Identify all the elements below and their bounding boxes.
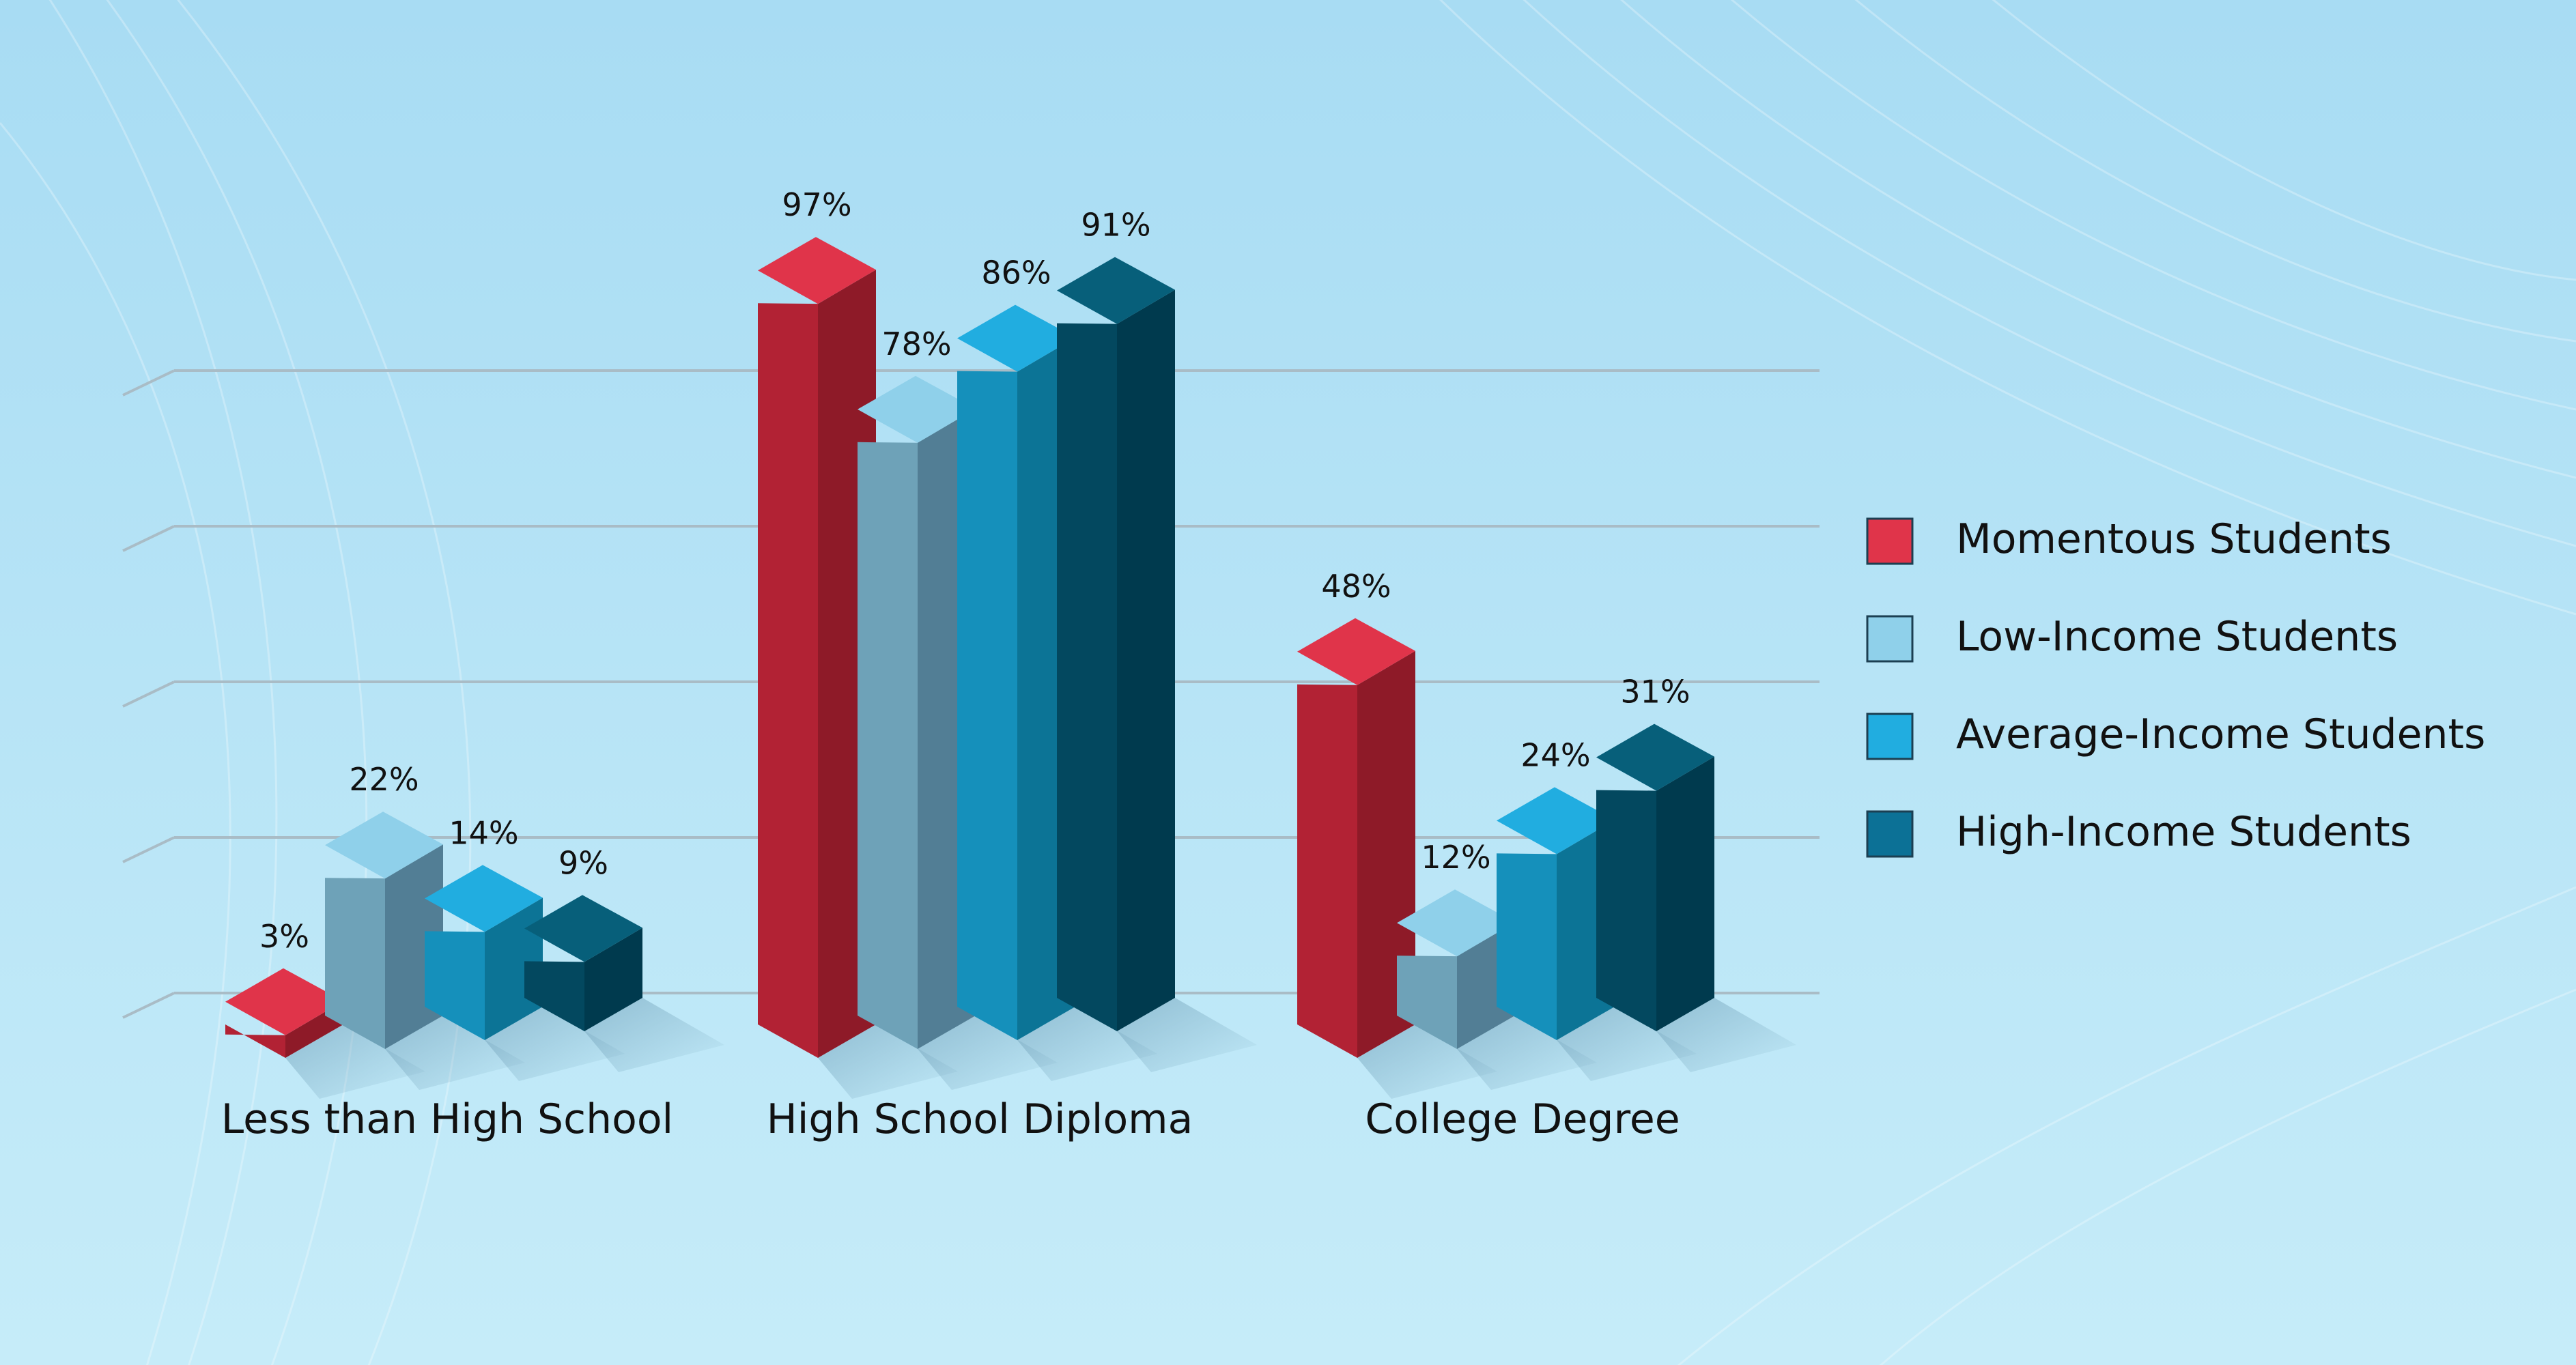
value-label: 24% <box>1520 736 1590 773</box>
bars <box>225 237 1714 1059</box>
bar-top-face <box>425 865 543 932</box>
legend-swatch <box>1866 713 1914 760</box>
gridline-perspective <box>122 836 175 863</box>
value-label: 91% <box>1081 207 1150 244</box>
value-label: 78% <box>881 326 951 362</box>
category-label: Less than High School <box>221 1095 673 1143</box>
legend-label: Average-Income Students <box>1956 710 2485 758</box>
legend-swatch <box>1866 615 1914 663</box>
value-label: 12% <box>1421 839 1490 876</box>
bar-top-face <box>1497 787 1615 854</box>
legend: Momentous Students Low-Income Students Ave… <box>1866 515 2485 858</box>
bar-front-face <box>1596 790 1656 1031</box>
value-labels: 3% 22% 14% 9% 97% 78% 86% 91% 48% 12% 24% 31% <box>259 186 1690 955</box>
bar-top-face <box>1057 257 1175 324</box>
bar-college-degree-high-income-students <box>1596 723 1714 1031</box>
bar-shadow <box>1117 998 1257 1072</box>
bar-shadow <box>1557 1007 1697 1081</box>
bar-shadows <box>285 998 1796 1099</box>
legend-label: Momentous Students <box>1956 515 2392 563</box>
category-label: College Degree <box>1365 1095 1680 1143</box>
bar-front-face <box>1297 684 1357 1058</box>
category-labels: Less than High School High School Diploma… <box>221 1095 1680 1143</box>
category-label: High School Diploma <box>767 1095 1193 1143</box>
bar-shadow <box>1017 1007 1157 1081</box>
gridline-perspective <box>122 992 175 1019</box>
bar-high-school-diploma-high-income-students <box>1057 257 1175 1032</box>
legend-label: High-Income Students <box>1956 808 2411 856</box>
bar-front-face <box>225 1024 285 1058</box>
legend-item-average-income-students: Average-Income Students <box>1866 710 2485 760</box>
bar-shadow <box>385 1016 525 1090</box>
bar-shadow <box>1656 998 1796 1072</box>
bar-side-face <box>1117 289 1175 1032</box>
bar-side-face <box>584 928 642 1031</box>
bar-shadow <box>1357 1024 1497 1099</box>
value-label: 97% <box>782 186 851 223</box>
bar-front-face <box>1397 956 1457 1049</box>
bar-front-face <box>858 442 918 1049</box>
bar-less-than-high-school-low-income-students <box>325 811 443 1049</box>
bar-shadow <box>818 1024 958 1099</box>
value-label: 3% <box>259 918 309 955</box>
legend-label: Low-Income Students <box>1956 613 2398 661</box>
bar-top-face <box>225 968 343 1035</box>
bar-shadow <box>584 998 724 1072</box>
value-label: 48% <box>1321 568 1391 605</box>
legend-item-low-income-students: Low-Income Students <box>1866 613 2398 663</box>
value-label: 14% <box>449 814 518 851</box>
bar-top-face <box>524 895 642 962</box>
gridline-perspective <box>122 680 175 708</box>
bar-top-face <box>957 304 1075 372</box>
legend-item-momentous-students: Momentous Students <box>1866 515 2392 565</box>
bar-top-face <box>758 237 876 304</box>
bar-top-face <box>325 811 443 879</box>
bar-less-than-high-school-high-income-students <box>524 895 642 1031</box>
legend-swatch <box>1866 517 1914 565</box>
bar-shadow <box>918 1016 1058 1090</box>
legend-swatch <box>1866 810 1914 858</box>
bar-top-face <box>1297 618 1415 685</box>
bar-top-face <box>1596 723 1714 791</box>
bar-front-face <box>758 303 818 1059</box>
gridline-perspective <box>122 525 175 552</box>
bar-shadow <box>1457 1016 1597 1090</box>
value-label: 31% <box>1620 674 1690 710</box>
bar-front-face <box>1497 853 1557 1040</box>
bar-front-face <box>325 878 385 1049</box>
bar-front-face <box>1057 323 1117 1032</box>
bar-front-face <box>957 371 1017 1040</box>
bar-top-face <box>858 375 976 443</box>
gridline-perspective <box>122 369 175 397</box>
bar-front-face <box>524 961 584 1031</box>
bar-front-face <box>425 931 485 1040</box>
value-label: 22% <box>349 761 419 798</box>
value-label: 86% <box>981 255 1051 291</box>
legend-item-high-income-students: High-Income Students <box>1866 808 2411 858</box>
value-label: 9% <box>558 844 608 881</box>
bar-shadow <box>485 1007 625 1081</box>
bar-top-face <box>1397 889 1515 957</box>
bar-side-face <box>1656 756 1714 1031</box>
bar-shadow <box>285 1024 425 1099</box>
bar-side-face <box>485 897 543 1040</box>
bar-less-than-high-school-average-income-students <box>425 865 543 1040</box>
